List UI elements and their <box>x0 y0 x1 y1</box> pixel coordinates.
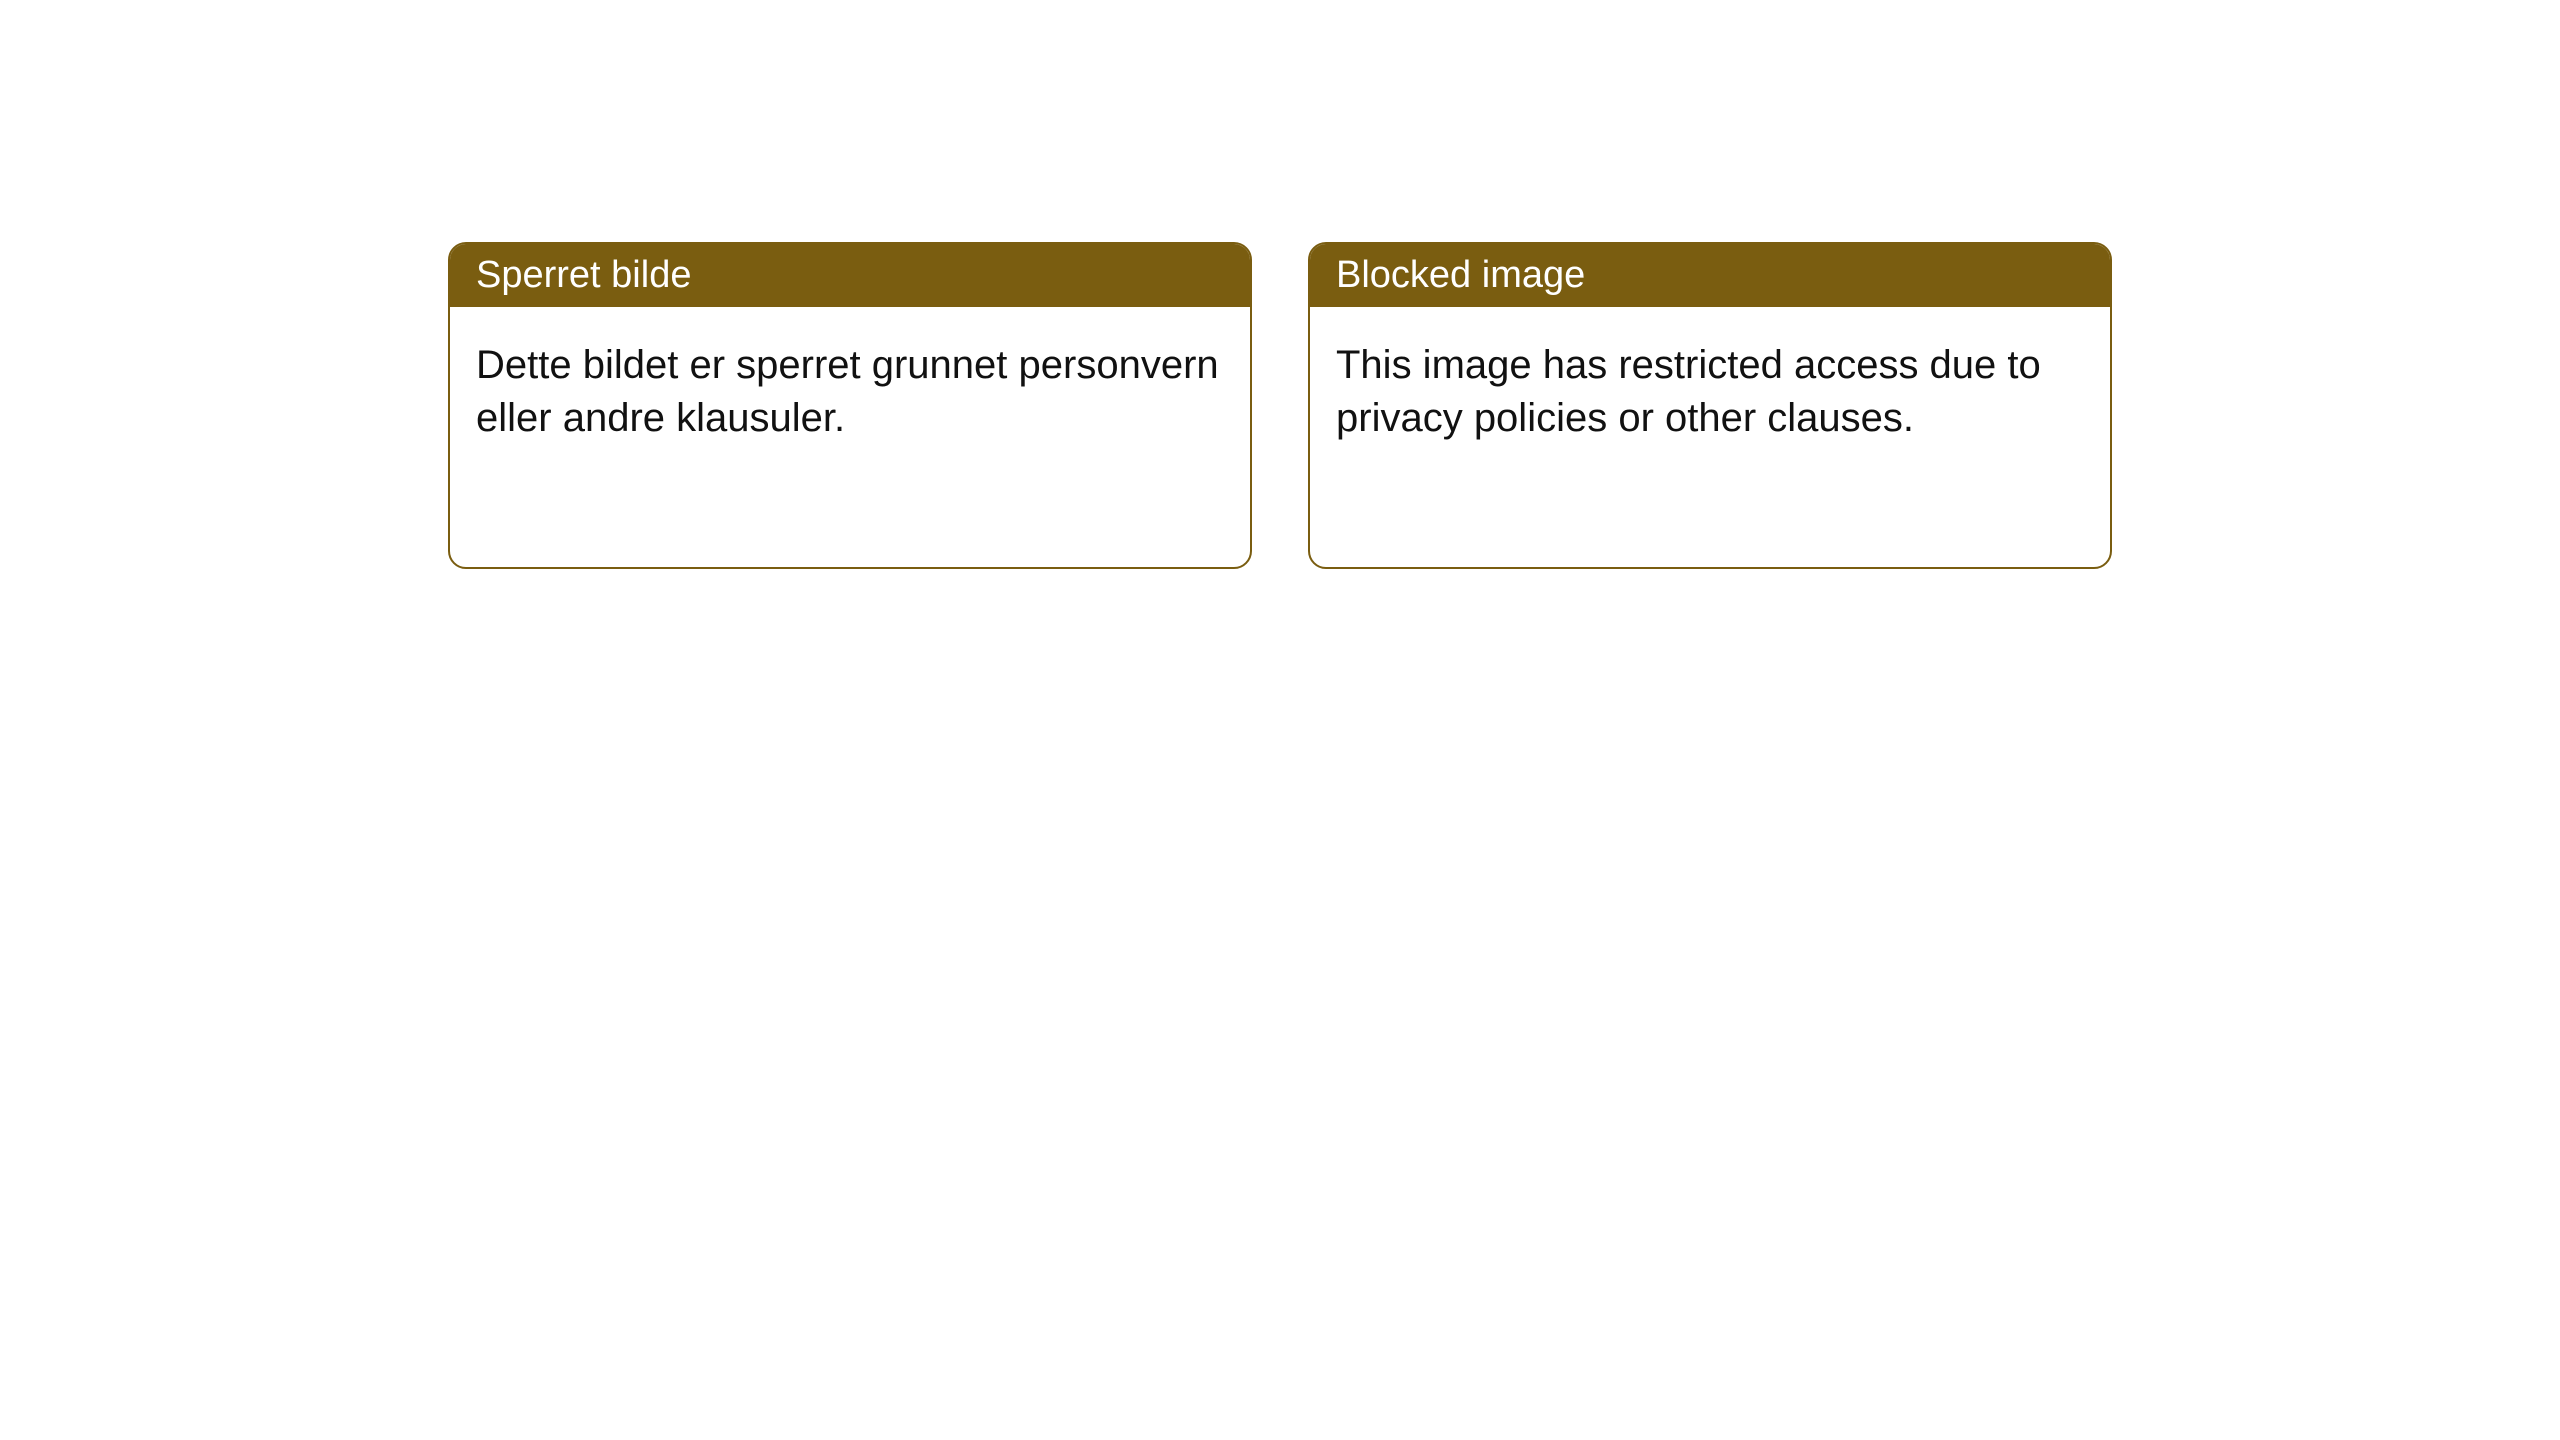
notice-container: Sperret bilde Dette bildet er sperret gr… <box>0 0 2560 569</box>
card-body-text: Dette bildet er sperret grunnet personve… <box>476 343 1219 440</box>
card-header: Sperret bilde <box>450 244 1250 307</box>
blocked-image-card-no: Sperret bilde Dette bildet er sperret gr… <box>448 242 1252 569</box>
card-body: This image has restricted access due to … <box>1310 307 2110 567</box>
card-title: Blocked image <box>1336 254 1585 296</box>
card-body-text: This image has restricted access due to … <box>1336 343 2041 440</box>
card-title: Sperret bilde <box>476 254 691 296</box>
card-header: Blocked image <box>1310 244 2110 307</box>
card-body: Dette bildet er sperret grunnet personve… <box>450 307 1250 567</box>
blocked-image-card-en: Blocked image This image has restricted … <box>1308 242 2112 569</box>
